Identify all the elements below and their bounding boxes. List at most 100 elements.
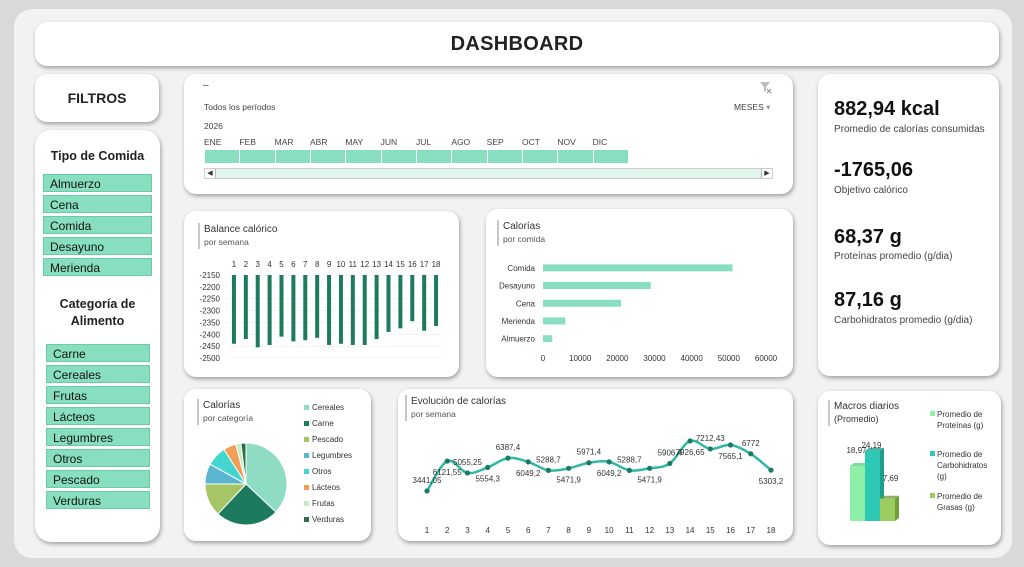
balance-xtick: 12 <box>360 260 369 269</box>
slicer-item-carne[interactable]: Carne <box>46 344 150 362</box>
macro-bar-top <box>865 447 884 451</box>
timeline-scrollbar[interactable]: ◀ ▶ <box>204 168 773 179</box>
timeline-month-label-mar: MAR <box>274 137 294 147</box>
evolution-point <box>485 464 491 470</box>
meal-xtick: 20000 <box>606 354 629 363</box>
evolution-data-label: 5471,9 <box>637 475 662 484</box>
timeline-month-jul[interactable] <box>416 150 452 163</box>
balance-xtick: 5 <box>279 260 284 269</box>
clear-filter-icon[interactable] <box>758 80 772 94</box>
slicer-item-otros[interactable]: Otros <box>46 449 150 467</box>
macro-legend-swatch <box>930 451 935 456</box>
dashboard-title: DASHBOARD <box>35 22 999 66</box>
timeline-slicer[interactable]: – Todos los períodos 2026 MESES ▾ ENE FEB… <box>184 74 793 194</box>
meal-subtitle-text: por comida <box>503 234 546 244</box>
evolution-xtick: 15 <box>706 526 715 535</box>
evolution-data-label: 5303,2 <box>759 477 784 486</box>
evolution-data-label: 6049,2 <box>597 469 622 478</box>
balance-ytick: -2300 <box>200 307 221 316</box>
timeline-month-oct[interactable] <box>522 150 558 163</box>
evolution-xtick: 11 <box>625 526 634 535</box>
timeline-month-jun[interactable] <box>380 150 416 163</box>
meal-calories-card: Calorías por comida 0 10000 20000 30000 4000… <box>486 209 793 377</box>
balance-bar <box>410 275 415 322</box>
timeline-month-feb[interactable] <box>239 150 275 163</box>
kpi-value-calories: 882,94 kcal <box>834 98 940 120</box>
macros-subtitle-text: (Promedio) <box>834 414 879 424</box>
macros-chart-title: Macros diarios (Promedio) <box>827 400 900 426</box>
timeline-level-dropdown[interactable]: MESES ▾ <box>734 102 770 113</box>
timeline-year: 2026 <box>204 121 223 131</box>
timeline-month-may[interactable] <box>345 150 381 163</box>
meal-bar <box>543 335 553 343</box>
timeline-month-sep[interactable] <box>486 150 522 163</box>
slicer-item-desayuno[interactable]: Desayuno <box>43 237 152 255</box>
kpi-label-carbs: Carbohidratos promedio (g/dia) <box>834 315 973 326</box>
meal-category-label: Comida <box>507 264 535 273</box>
balance-bar <box>291 275 296 342</box>
macro-data-label: 7,69 <box>883 474 899 483</box>
evolution-point <box>505 455 511 461</box>
timeline-month-abr[interactable] <box>310 150 346 163</box>
timeline-month-mar[interactable] <box>274 150 310 163</box>
evolution-xtick: 8 <box>566 526 571 535</box>
balance-xtick: 2 <box>244 260 249 269</box>
macros-chart-card: Macros diarios (Promedio) 18,97 24,19 7,69… <box>818 391 1001 545</box>
balance-ytick: -2200 <box>200 283 221 292</box>
timeline-level-label: MESES <box>734 102 764 112</box>
evolution-point <box>667 460 673 467</box>
balance-bar <box>327 275 332 345</box>
evolution-data-label: 5554,3 <box>475 474 500 483</box>
timeline-month-ago[interactable] <box>451 150 487 163</box>
meal-calories-chart: 0 10000 20000 30000 40000 50000 60000 Comida Des… <box>499 264 778 363</box>
slicer-item-pescado[interactable]: Pescado <box>46 470 150 488</box>
slicer-item-merienda[interactable]: Merienda <box>43 258 152 276</box>
scroll-left-arrow[interactable]: ◀ <box>205 169 216 178</box>
evolution-data-label: 6772 <box>742 439 760 448</box>
slicer-item-frutas[interactable]: Frutas <box>46 386 150 404</box>
kpi-label-objective: Objetivo calórico <box>834 185 908 196</box>
macro-bar-side <box>895 495 899 521</box>
timeline-month-dic[interactable] <box>592 150 628 163</box>
evolution-data-label: 3441,05 <box>413 476 442 485</box>
balance-xtick: 6 <box>291 260 296 269</box>
slicer-item-almuerzo[interactable]: Almuerzo <box>43 174 152 192</box>
balance-bar <box>267 275 272 345</box>
timeline-month-nov[interactable] <box>557 150 593 163</box>
balance-bar <box>255 275 260 348</box>
category-title-text: Calorías <box>203 400 241 411</box>
macro-legend-label: (g) <box>937 472 947 481</box>
meal-title-text: Calorías <box>503 221 541 232</box>
pie-legend-label: Lácteos <box>312 483 340 492</box>
balance-ytick: -2250 <box>200 295 221 304</box>
evolution-xtick: 6 <box>526 526 531 535</box>
slicer-item-cereales[interactable]: Cereales <box>46 365 150 383</box>
balance-xtick: 16 <box>408 260 417 269</box>
evolution-xtick: 9 <box>587 526 592 535</box>
timeline-dash: – <box>203 80 209 91</box>
meal-bar <box>543 282 651 290</box>
slicer-item-legumbres[interactable]: Legumbres <box>46 428 150 446</box>
meal-xtick: 30000 <box>643 354 666 363</box>
slicer-item-cena[interactable]: Cena <box>43 195 152 213</box>
timeline-month-ene[interactable] <box>204 150 240 163</box>
macro-bar <box>850 465 865 521</box>
slicer-item-verduras[interactable]: Verduras <box>46 491 150 509</box>
timeline-month-label-oct: OCT <box>522 137 540 147</box>
evolution-data-label: 7212,43 <box>696 434 725 443</box>
evolution-data-label: 5906,4 <box>658 448 683 457</box>
slicer-title-categoria-line2: Alimento <box>70 314 125 328</box>
balance-xtick: 4 <box>267 260 272 269</box>
evolution-xtick: 2 <box>445 526 450 535</box>
macros-title-text: Macros diarios <box>834 401 900 412</box>
balance-xtick: 10 <box>336 260 345 269</box>
timeline-months[interactable]: ENE FEB MAR ABR MAY JUN JUL AGO SEP OCT NOV DIC <box>204 137 628 163</box>
meal-category-label: Desayuno <box>499 282 536 291</box>
slicer-item-comida[interactable]: Comida <box>43 216 152 234</box>
timeline-month-label-may: MAY <box>345 137 364 147</box>
slicer-item-lacteos[interactable]: Lácteos <box>46 407 150 425</box>
evolution-point <box>687 438 693 444</box>
balance-ytick: -2500 <box>200 354 221 363</box>
scroll-right-arrow[interactable]: ▶ <box>761 169 772 178</box>
